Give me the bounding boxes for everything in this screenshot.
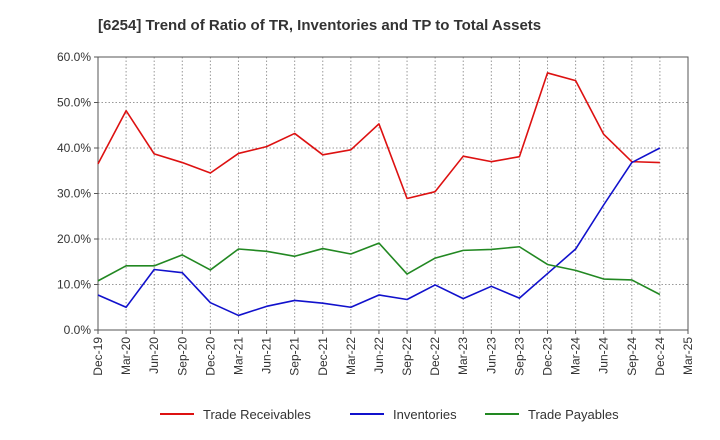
x-tick-label: Sep-23 xyxy=(512,337,526,376)
x-tick-label: Mar-23 xyxy=(456,337,470,375)
series-line-inventories xyxy=(97,147,661,317)
x-tick-label: Jun-23 xyxy=(484,337,498,374)
plot-area: 0.0% 10.0% 20.0% 30.0% 40.0% 50.0% 60.0% Dec-19… xyxy=(57,50,695,376)
chart-title: [6254] Trend of Ratio of TR, Inventories… xyxy=(98,17,541,34)
x-tick-label: Sep-22 xyxy=(400,337,414,376)
x-tick-label: Mar-21 xyxy=(231,337,245,375)
series-line-trade-receivables xyxy=(97,72,660,200)
x-tick-label: Dec-24 xyxy=(653,337,667,376)
x-tick-label: Sep-21 xyxy=(288,337,302,376)
x-tick-label: Mar-20 xyxy=(119,337,133,375)
x-tick-label: Mar-24 xyxy=(569,337,583,375)
y-tick-label: 40.0% xyxy=(57,141,91,155)
legend-label-inventories: Inventories xyxy=(393,407,457,422)
x-tick-label: Jun-20 xyxy=(147,337,161,374)
x-tick-label: Jun-22 xyxy=(372,337,386,374)
y-tick-label: 20.0% xyxy=(57,232,91,246)
x-tick-label: Jun-24 xyxy=(597,337,611,374)
y-tick-label: 0.0% xyxy=(64,323,92,337)
x-tick-label: Dec-20 xyxy=(203,337,217,376)
y-tick-label: 30.0% xyxy=(57,187,91,201)
x-tick-label: Dec-19 xyxy=(91,337,105,376)
series-line-trade-payables xyxy=(97,242,661,296)
legend-label-trade-receivables: Trade Receivables xyxy=(203,407,311,422)
x-tick-label: Sep-20 xyxy=(175,337,189,376)
y-tick-label: 50.0% xyxy=(57,96,91,110)
x-tick-label: Jun-21 xyxy=(260,337,274,374)
x-tick-label: Dec-21 xyxy=(316,337,330,376)
x-tick-label: Dec-22 xyxy=(428,337,442,376)
x-tick-label: Mar-25 xyxy=(681,337,695,375)
legend-label-trade-payables: Trade Payables xyxy=(528,407,619,422)
x-tick-label: Sep-24 xyxy=(625,337,639,376)
legend: Trade Receivables Inventories Trade Payabl… xyxy=(160,407,619,422)
y-tick-label: 10.0% xyxy=(57,278,91,292)
x-tick-label: Mar-22 xyxy=(344,337,358,375)
y-tick-label: 60.0% xyxy=(57,50,91,64)
x-tick-label: Dec-23 xyxy=(541,337,555,376)
